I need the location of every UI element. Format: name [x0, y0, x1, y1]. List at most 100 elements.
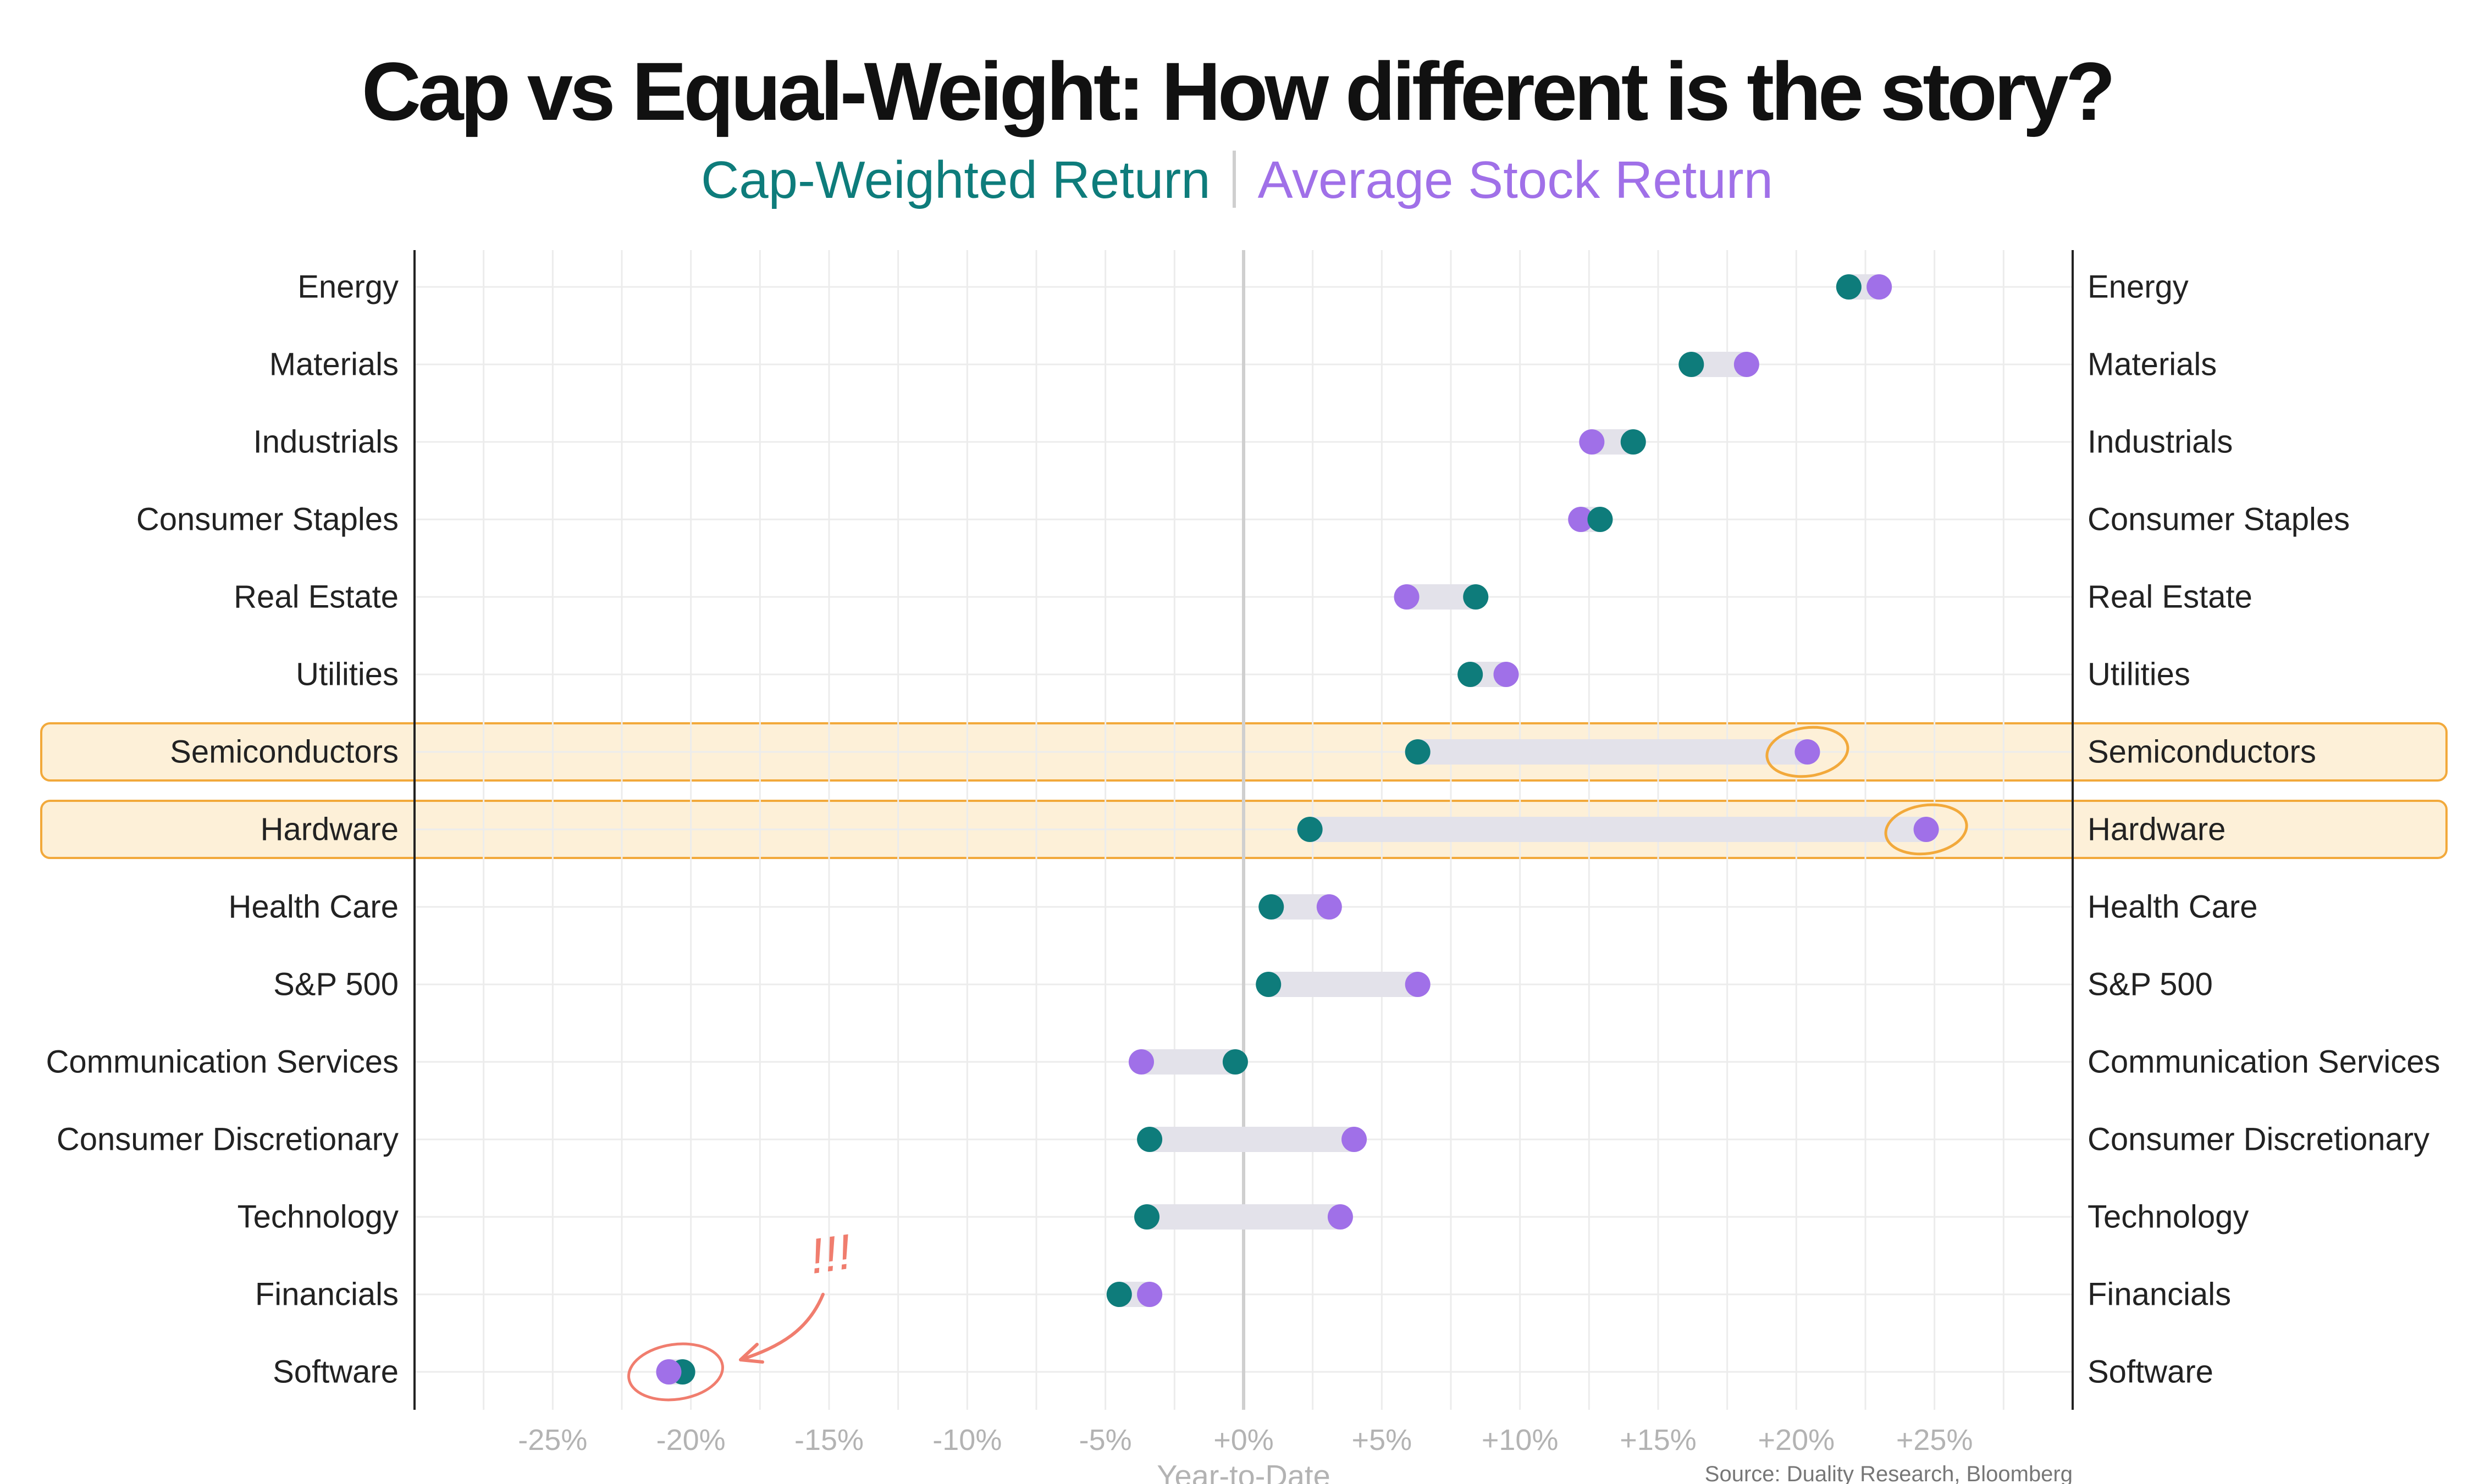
row-label-left-industrials: Industrials	[253, 424, 399, 460]
cap-weighted-dot-health-care	[1258, 894, 1284, 920]
row-label-right-semiconductors: Semiconductors	[2088, 734, 2316, 770]
annotation-arrow	[739, 1293, 825, 1361]
row-hardware: Hardware Hardware	[261, 803, 2226, 856]
row-materials: Materials Materials	[269, 347, 2217, 383]
row-sandp-500: S&P 500 S&P 500	[273, 967, 2213, 1003]
chart-title: Cap vs Equal-Weight: How different is th…	[361, 45, 2116, 137]
row-label-left-health-care: Health Care	[229, 889, 399, 925]
cap-weighted-dot-semiconductors	[1405, 739, 1431, 765]
row-label-right-sandp-500: S&P 500	[2088, 967, 2213, 1003]
cap-weighted-dot-financials	[1106, 1282, 1132, 1307]
row-label-left-communication-services: Communication Services	[46, 1044, 399, 1080]
row-label-left-financials: Financials	[255, 1277, 399, 1313]
average-stock-dot-sandp-500	[1405, 972, 1431, 997]
row-label-left-semiconductors: Semiconductors	[170, 734, 399, 770]
x-tick-label: +0%	[1213, 1424, 1274, 1457]
row-label-right-health-care: Health Care	[2088, 889, 2257, 925]
row-label-right-hardware: Hardware	[2088, 812, 2226, 848]
annotation-exclamation: !!!	[807, 1225, 855, 1284]
average-stock-dot-technology	[1327, 1204, 1353, 1230]
row-label-left-consumer-discretionary: Consumer Discretionary	[57, 1122, 399, 1158]
cap-weighted-dot-utilities	[1457, 662, 1483, 687]
row-label-right-energy: Energy	[2088, 269, 2189, 305]
row-communication-services: Communication Services Communication Serv…	[46, 1044, 2440, 1080]
cap-weighted-dot-hardware	[1297, 817, 1323, 842]
x-tick-label: -10%	[932, 1424, 1002, 1457]
highlight-ring-semiconductors	[1765, 726, 1849, 778]
row-financials: Financials Financials	[255, 1277, 2231, 1313]
average-stock-dot-software	[656, 1359, 682, 1385]
row-label-right-software: Software	[2088, 1354, 2213, 1390]
cap-weighted-dot-consumer-staples	[1587, 507, 1613, 532]
row-industrials: Industrials Industrials	[253, 424, 2233, 460]
row-label-left-energy: Energy	[297, 269, 399, 305]
row-energy: Energy Energy	[297, 269, 2189, 305]
row-label-left-technology: Technology	[238, 1199, 399, 1235]
x-axis-title: Year-to-Date	[1157, 1459, 1330, 1484]
annotation-arrowhead	[739, 1343, 765, 1364]
row-label-right-real-estate: Real Estate	[2088, 579, 2252, 615]
source-note: Source: Duality Research, Bloomberg	[1705, 1462, 2073, 1484]
x-tick-label: +5%	[1352, 1424, 1412, 1457]
average-stock-dot-consumer-staples	[1568, 507, 1594, 532]
x-tick-label: +15%	[1620, 1424, 1697, 1457]
x-tick-label: -25%	[518, 1424, 587, 1457]
row-label-right-technology: Technology	[2088, 1199, 2249, 1235]
row-consumer-staples: Consumer Staples Consumer Staples	[136, 502, 2350, 538]
x-tick-label: +10%	[1482, 1424, 1559, 1457]
row-label-right-financials: Financials	[2088, 1277, 2231, 1313]
cap-weighted-dot-sandp-500	[1256, 972, 1282, 997]
average-stock-dot-utilities	[1493, 662, 1519, 687]
row-label-right-consumer-discretionary: Consumer Discretionary	[2088, 1122, 2429, 1158]
row-label-right-consumer-staples: Consumer Staples	[2088, 502, 2350, 538]
row-software: Software Software	[273, 1342, 2213, 1402]
row-real-estate: Real Estate Real Estate	[234, 579, 2252, 615]
row-consumer-discretionary: Consumer Discretionary Consumer Discretio…	[57, 1122, 2429, 1158]
highlight-ring-hardware	[1884, 803, 1968, 856]
row-label-right-communication-services: Communication Services	[2088, 1044, 2440, 1080]
average-stock-dot-financials	[1137, 1282, 1163, 1307]
row-label-right-utilities: Utilities	[2088, 657, 2190, 693]
row-utilities: Utilities Utilities	[296, 657, 2190, 693]
chart-legend: Cap-Weighted Return Average Stock Return	[0, 147, 2474, 213]
average-stock-dot-semiconductors	[1794, 739, 1820, 765]
average-stock-dot-hardware	[1913, 817, 1939, 842]
x-tick-label: -5%	[1079, 1424, 1132, 1457]
row-label-left-utilities: Utilities	[296, 657, 399, 693]
average-stock-dot-energy	[1866, 274, 1892, 300]
row-label-left-hardware: Hardware	[261, 812, 399, 848]
x-ticks: -25% -20% -15% -10% -5% +0% +5% +10% +15% +20% +25…	[518, 1424, 2073, 1484]
cap-weighted-dot-industrials	[1620, 429, 1646, 455]
average-stock-dot-industrials	[1579, 429, 1605, 455]
row-semiconductors: Semiconductors Semiconductors	[170, 726, 2316, 778]
row-label-right-industrials: Industrials	[2088, 424, 2233, 460]
average-stock-dot-communication-services	[1129, 1049, 1155, 1075]
x-tick-label: +20%	[1758, 1424, 1835, 1457]
legend-separator	[1232, 151, 1236, 208]
cap-weighted-dot-technology	[1134, 1204, 1160, 1230]
cap-weighted-dot-materials	[1678, 352, 1704, 377]
x-tick-label: +25%	[1896, 1424, 1973, 1457]
annotation-ring-software	[627, 1342, 724, 1402]
x-tick-label: -15%	[794, 1424, 864, 1457]
legend-average-stock: Average Stock Return	[1257, 151, 1774, 209]
cap-weighted-dot-real-estate	[1463, 584, 1489, 610]
row-label-right-materials: Materials	[2088, 347, 2217, 383]
average-stock-dot-materials	[1733, 352, 1759, 377]
row-label-left-real-estate: Real Estate	[234, 579, 399, 615]
cap-weighted-dot-consumer-discretionary	[1137, 1127, 1163, 1152]
average-stock-dot-real-estate	[1394, 584, 1420, 610]
row-health-care: Health Care Health Care	[229, 889, 2258, 925]
cap-weighted-dot-energy	[1836, 274, 1862, 300]
legend-cap-weighted: Cap-Weighted Return	[700, 151, 1211, 209]
average-stock-dot-health-care	[1316, 894, 1342, 920]
row-label-left-materials: Materials	[269, 347, 399, 383]
annotations: !!!	[739, 1225, 855, 1364]
cap-weighted-dot-communication-services	[1222, 1049, 1248, 1075]
x-tick-label: -20%	[656, 1424, 726, 1457]
row-technology: Technology Technology	[238, 1199, 2249, 1235]
rows: Energy Energy Materials Materials Industrial…	[46, 269, 2440, 1402]
row-label-left-software: Software	[273, 1354, 399, 1390]
row-label-left-consumer-staples: Consumer Staples	[136, 502, 399, 538]
